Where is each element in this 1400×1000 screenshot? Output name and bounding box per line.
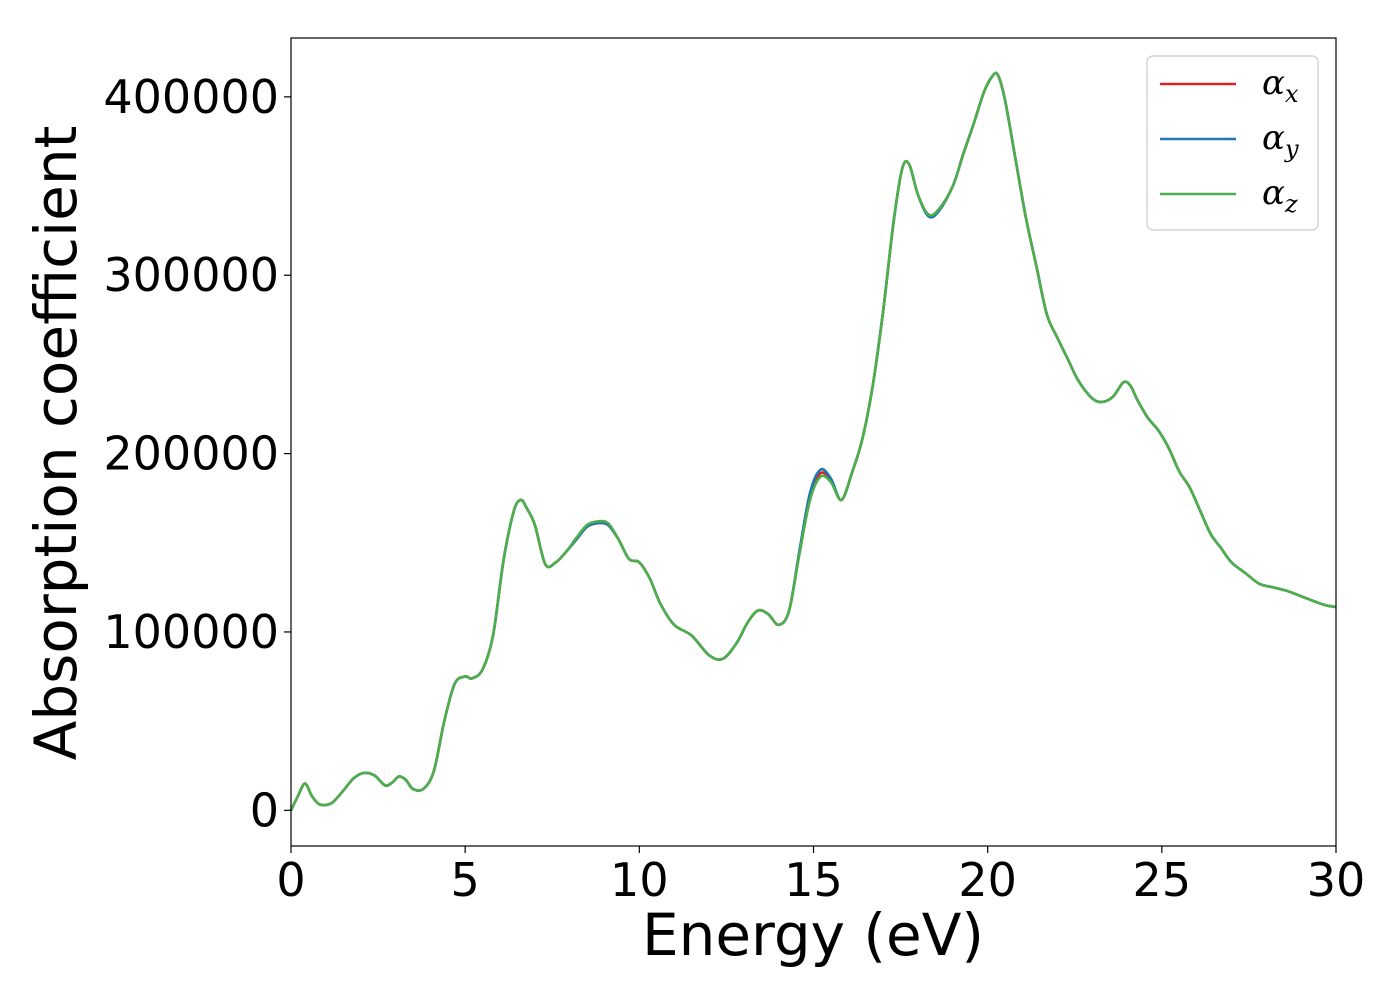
legend-label-x: αx bbox=[1262, 63, 1299, 108]
y-tick-label: 200000 bbox=[103, 427, 279, 481]
y-tick-label: 0 bbox=[250, 783, 279, 837]
x-tick-label: 5 bbox=[451, 853, 480, 907]
x-tick-label: 20 bbox=[958, 853, 1017, 907]
x-axis-title: Energy (eV) bbox=[642, 901, 984, 969]
x-tick-label: 25 bbox=[1133, 853, 1192, 907]
y-tick-label: 300000 bbox=[103, 248, 279, 302]
x-tick-label: 30 bbox=[1307, 853, 1366, 907]
x-tick-label: 15 bbox=[784, 853, 843, 907]
legend-label-y: αy bbox=[1262, 118, 1299, 163]
x-axis: 0 5 10 15 20 25 30 bbox=[276, 846, 1365, 907]
legend: αx αy αz bbox=[1146, 55, 1319, 231]
series-line-z bbox=[289, 71, 1337, 811]
legend-label-z: αz bbox=[1262, 173, 1298, 218]
y-axis-title: Absorption coefficient bbox=[22, 126, 90, 761]
legend-box bbox=[1146, 55, 1319, 231]
y-tick-label: 100000 bbox=[103, 605, 279, 659]
x-tick-label: 0 bbox=[276, 853, 305, 907]
x-tick-label: 10 bbox=[610, 853, 669, 907]
y-tick-label: 400000 bbox=[103, 70, 279, 124]
legend-entries: αx αy αz bbox=[1160, 63, 1299, 218]
series-layer bbox=[289, 71, 1337, 811]
y-axis: 0 100000 200000 300000 400000 bbox=[103, 70, 291, 837]
